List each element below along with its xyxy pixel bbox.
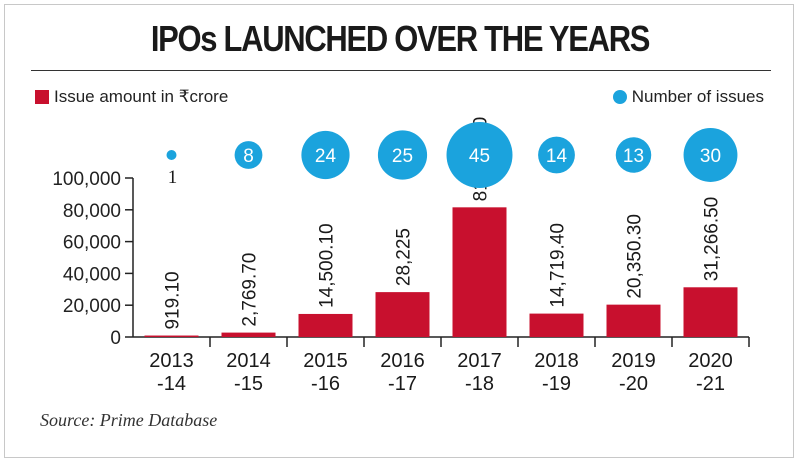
issue-count-bubble — [234, 141, 263, 169]
chart-title: IPOs LAUNCHED OVER THE YEARS — [150, 18, 651, 59]
x-category-label: -16 — [311, 373, 340, 395]
issue-count-bubble — [538, 136, 575, 174]
y-tick-label: 40,000 — [63, 264, 121, 285]
bubble-label: 13 — [623, 146, 644, 167]
y-tick-label: 20,000 — [63, 296, 121, 317]
issue-count-bubble — [301, 130, 350, 180]
bar — [529, 313, 584, 337]
legend-issue-amount: Issue amount in ₹crore — [35, 87, 228, 107]
legend-bubble-swatch — [612, 90, 627, 104]
bar — [298, 313, 353, 337]
x-category-label: -15 — [234, 373, 263, 395]
bar — [606, 304, 661, 337]
issue-count-bubble — [166, 150, 177, 160]
x-category-label: -17 — [388, 373, 417, 395]
x-category-label: 2020 — [688, 350, 733, 372]
bar-data-label: 31,266.50 — [702, 197, 723, 282]
x-category-label: -21 — [696, 373, 725, 395]
bar-data-label: 14,719.40 — [548, 223, 569, 308]
legend-bubble-label: Number of issues — [631, 87, 764, 106]
bar — [221, 332, 276, 337]
bar — [452, 207, 507, 337]
bar — [144, 335, 199, 337]
title-rule — [31, 70, 771, 71]
x-category-label: 2019 — [611, 350, 656, 372]
bar — [683, 287, 738, 337]
y-tick-label: 80,000 — [63, 201, 121, 222]
bar-data-label: 14,500.10 — [317, 223, 338, 308]
x-category-label: 2016 — [380, 350, 425, 372]
bar-data-label: 919.10 — [163, 271, 184, 329]
bar-data-label: 28,225 — [394, 228, 415, 286]
source-note: Source: Prime Database — [40, 410, 218, 430]
y-tick-label: 100,000 — [52, 169, 121, 190]
x-category-label: 2018 — [534, 350, 579, 372]
chart-frame — [4, 4, 794, 458]
y-tick-label: 60,000 — [63, 233, 121, 254]
bubble-label: 14 — [546, 146, 568, 167]
legend-number-of-issues: Number of issues — [612, 87, 764, 107]
x-category-label: -14 — [157, 373, 186, 395]
issue-count-bubble — [683, 128, 738, 182]
bubble-label: 1 — [168, 167, 178, 188]
y-tick-label: 0 — [110, 328, 121, 349]
issue-count-bubble — [615, 137, 652, 173]
x-category-label: 2014 — [226, 350, 271, 372]
x-category-label: 2017 — [457, 350, 502, 372]
legend-bar-swatch — [35, 90, 49, 104]
x-category-label: -18 — [465, 373, 494, 395]
legend-bar-label: Issue amount in ₹crore — [54, 87, 229, 106]
x-category-label: 2013 — [149, 350, 194, 372]
bar-data-label: 2,769.70 — [240, 253, 261, 327]
issue-count-bubble — [446, 122, 513, 188]
bubble-label: 25 — [392, 146, 413, 167]
bubble-label: 30 — [700, 146, 721, 167]
bubble-label: 24 — [315, 146, 337, 167]
bubble-label: 8 — [243, 146, 254, 167]
x-category-label: -20 — [619, 373, 648, 395]
x-category-label: 2015 — [303, 350, 348, 372]
bar — [375, 292, 430, 337]
bubble-label: 45 — [469, 146, 490, 167]
bar-data-label: 20,350.30 — [625, 214, 646, 299]
x-category-label: -19 — [542, 373, 571, 395]
issue-count-bubble — [377, 130, 428, 180]
